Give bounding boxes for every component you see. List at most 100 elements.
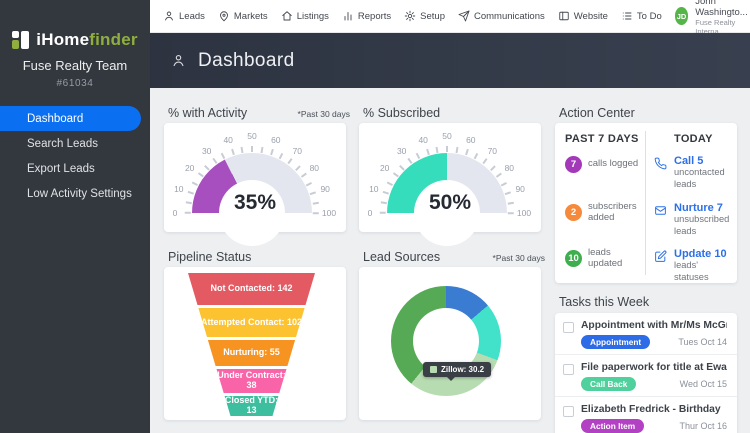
- task-badge: Appointment: [581, 335, 651, 349]
- tooltip-swatch: [430, 366, 437, 373]
- person-icon: [165, 11, 173, 21]
- past-7-days-heading: PAST 7 DAYS: [565, 133, 639, 145]
- nav-item-reports[interactable]: Reports: [342, 10, 391, 22]
- gauge-tick-label: 70: [292, 145, 303, 156]
- gauge-tick: [406, 158, 412, 165]
- browser-window-icon: [559, 11, 569, 21]
- today-heading: TODAY: [674, 133, 713, 145]
- funnel-stage-label: Closed YTD: 13: [224, 395, 279, 415]
- brand: iHomefinder Fuse Realty Team #61034: [0, 0, 150, 89]
- gauge-tick-label: 10: [174, 184, 184, 195]
- tasks-card-title: Tasks this Week: [559, 295, 650, 309]
- nurture-leads-action: Nurture 7 unsubscribed leads: [654, 202, 732, 237]
- envelope-icon: [655, 206, 666, 215]
- ihomefinder-logo-icon: [12, 31, 30, 49]
- nav-item-leads[interactable]: Leads: [163, 10, 205, 22]
- divider: [645, 131, 646, 275]
- funnel-stage-label: Under Contract: 38: [217, 370, 286, 390]
- gauge-tick: [197, 173, 204, 178]
- gauge-tick-label: 90: [320, 184, 330, 195]
- gauge-tick-label: 10: [369, 184, 379, 195]
- avatar[interactable]: JD: [674, 7, 689, 25]
- update-statuses-action: Update 10 leads' statuses: [654, 248, 732, 283]
- gauge-tick: [270, 149, 274, 156]
- gauge-tick: [287, 158, 293, 165]
- map-pin-icon: [219, 11, 228, 22]
- gauge-tick: [392, 173, 399, 178]
- task-checkbox[interactable]: [563, 322, 574, 333]
- pipeline-funnel-card[interactable]: Not Contacted: 142 Attempted Contact: 102…: [164, 267, 346, 420]
- dashboard-content: % with Activity *Past 30 days % Subscrib…: [150, 88, 750, 433]
- sidebar-item-dashboard[interactable]: Dashboard: [0, 106, 141, 131]
- funnel-stage[interactable]: Closed YTD: 13: [224, 395, 279, 416]
- tasks-card: Appointment with Mr/Ms McGregor... Appoi…: [555, 313, 737, 433]
- gauge-tick-label: 80: [504, 162, 515, 173]
- sidebar-item-export-leads[interactable]: Export Leads: [27, 162, 95, 175]
- task-date: Tues Oct 14: [678, 337, 727, 347]
- user-menu[interactable]: JD John Washingto... Fuse Realty Interna…: [674, 0, 750, 36]
- gauge-tick: [489, 165, 495, 171]
- action-center-card: PAST 7 DAYS TODAY 7 calls logged 2 subsc…: [555, 123, 737, 283]
- call-5-link[interactable]: Call 5: [674, 155, 704, 167]
- person-icon: [173, 54, 184, 67]
- gauge-tick-label: 60: [466, 134, 476, 145]
- gauge-tick: [191, 181, 198, 186]
- funnel-stage[interactable]: Under Contract: 38: [216, 369, 287, 393]
- task-row[interactable]: File paperwork for title at Ewan an... C…: [555, 355, 737, 397]
- action-center-title: Action Center: [559, 106, 635, 120]
- task-badge: Call Back: [581, 377, 637, 391]
- gauge-tick: [306, 181, 313, 186]
- nav-item-markets[interactable]: Markets: [218, 10, 268, 22]
- funnel-stage[interactable]: Attempted Contact: 102: [198, 308, 305, 337]
- lead-sources-donut-card[interactable]: Zillow: 30.2: [359, 267, 541, 420]
- brand-name: iHomefinder: [36, 30, 138, 49]
- update-10-link[interactable]: Update 10: [674, 248, 727, 260]
- gauge-tick-label: 90: [515, 184, 525, 195]
- gauge-tick: [230, 149, 234, 156]
- gauge-tick: [294, 165, 300, 171]
- nurture-7-link[interactable]: Nurture 7: [674, 202, 723, 214]
- sidebar-item-low-activity-settings[interactable]: Low Activity Settings: [27, 187, 132, 200]
- task-date: Wed Oct 15: [679, 379, 727, 389]
- task-checkbox[interactable]: [563, 406, 574, 417]
- task-row[interactable]: Appointment with Mr/Ms McGregor... Appoi…: [555, 313, 737, 355]
- gauge-tick: [465, 149, 469, 156]
- top-navigation: Leads Markets Listings Reports Setup Com…: [150, 0, 750, 36]
- funnel-stage[interactable]: Not Contacted: 142: [188, 273, 315, 305]
- gauge-tick: [446, 146, 448, 152]
- nav-item-setup[interactable]: Setup: [404, 10, 445, 22]
- gauge-tick-label: 20: [184, 162, 195, 173]
- edit-icon: [655, 250, 667, 262]
- nav-item-listings[interactable]: Listings: [281, 10, 329, 22]
- activity-gauge-card: 0 10 20 30 40 50 60 70 80 90 100 35%: [164, 123, 346, 273]
- gauge-tick: [204, 165, 210, 171]
- gauge-tick: [501, 181, 508, 186]
- gear-icon: [404, 10, 416, 22]
- gauge-tick-label: 50: [442, 131, 452, 141]
- gauge-tick: [399, 165, 405, 171]
- house-icon: [281, 11, 292, 21]
- funnel-stage-label: Not Contacted: 142: [210, 283, 293, 294]
- leads-updated-stat: 10 leads updated: [565, 247, 641, 270]
- gauge-tick-label: 20: [379, 162, 390, 173]
- nav-item-todo[interactable]: To Do: [621, 10, 662, 22]
- funnel-stage-label: Attempted Contact: 102: [200, 316, 302, 327]
- user-name-block: John Washingto... Fuse Realty Interna...: [695, 0, 750, 36]
- paper-plane-icon: [458, 10, 470, 22]
- gauge-tick-label: 30: [396, 145, 407, 156]
- gauge-tick: [495, 173, 502, 178]
- tooltip-text: Zillow: 30.2: [441, 365, 485, 374]
- gauge-tick-label: 40: [418, 134, 428, 145]
- gauge-tick: [482, 158, 488, 165]
- nav-item-website[interactable]: Website: [558, 10, 608, 22]
- calls-logged-stat: 7 calls logged: [565, 156, 641, 173]
- nav-item-communications[interactable]: Communications: [458, 10, 545, 22]
- sidebar-item-search-leads[interactable]: Search Leads: [27, 137, 98, 150]
- task-checkbox[interactable]: [563, 364, 574, 375]
- task-row[interactable]: Elizabeth Fredrick - Birthday Action Ite…: [555, 397, 737, 433]
- gauge-tick-label: 100: [516, 208, 532, 218]
- funnel-stage-label: Nurturing: 55: [223, 347, 280, 358]
- funnel-stage[interactable]: Nurturing: 55: [207, 340, 296, 366]
- task-date: Thur Oct 16: [679, 421, 727, 431]
